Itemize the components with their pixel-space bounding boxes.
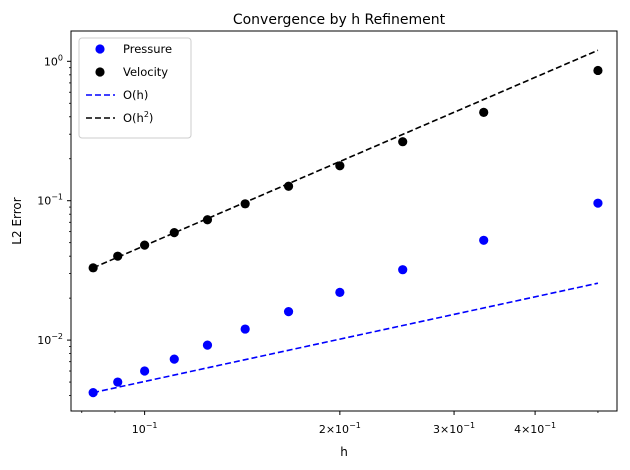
velocity-point — [202, 215, 213, 225]
y-tick-label: 10−2 — [37, 332, 63, 347]
velocity-point — [88, 263, 98, 273]
series-line-2 — [92, 282, 599, 394]
pressure-point — [140, 366, 150, 376]
plot-frame — [70, 30, 618, 412]
velocity-point — [479, 107, 489, 118]
velocity-point — [398, 137, 408, 147]
y-axis: 10−2 10−1 100 — [37, 53, 71, 396]
x-tick-label: 3×10−1 — [433, 421, 475, 436]
velocity-point — [113, 251, 123, 261]
y-tick-label: 10−1 — [37, 193, 63, 208]
pressure-point — [398, 265, 408, 275]
plot-area — [88, 49, 603, 398]
pressure-point — [335, 287, 345, 297]
velocity-point — [593, 65, 603, 76]
pressure-point — [479, 235, 489, 245]
y-tick-label: 100 — [44, 53, 63, 68]
pressure-point — [113, 377, 123, 387]
x-tick-label: 2×10−1 — [319, 421, 361, 436]
x-axis-label: h — [340, 445, 348, 459]
legend-marker — [95, 44, 105, 54]
y-axis-label: L2 Error — [10, 197, 24, 244]
chart-title: Convergence by h Refinement — [233, 12, 446, 28]
velocity-point — [169, 228, 179, 238]
legend-label: O(h2) — [123, 110, 153, 125]
legend-label: Pressure — [123, 42, 172, 56]
legend: Pressure Velocity O(h) O(h2) — [78, 37, 192, 139]
pressure-point — [240, 324, 250, 334]
velocity-point — [140, 240, 150, 250]
legend-marker — [95, 67, 105, 77]
legend-label: O(h) — [123, 88, 148, 102]
velocity-point — [335, 161, 345, 171]
pressure-point — [169, 354, 179, 364]
velocity-point — [240, 199, 250, 209]
x-tick-label: 10−1 — [132, 421, 158, 436]
legend-box — [78, 37, 192, 139]
velocity-point — [283, 181, 294, 191]
pressure-point — [88, 388, 98, 398]
legend-label: Velocity — [123, 65, 168, 79]
pressure-point — [202, 340, 213, 350]
x-tick-label: 4×10−1 — [514, 421, 556, 436]
pressure-point — [283, 307, 294, 317]
pressure-point — [593, 198, 603, 208]
x-axis: 10−1 2×10−1 3×10−1 4×10−1 — [81, 411, 599, 436]
